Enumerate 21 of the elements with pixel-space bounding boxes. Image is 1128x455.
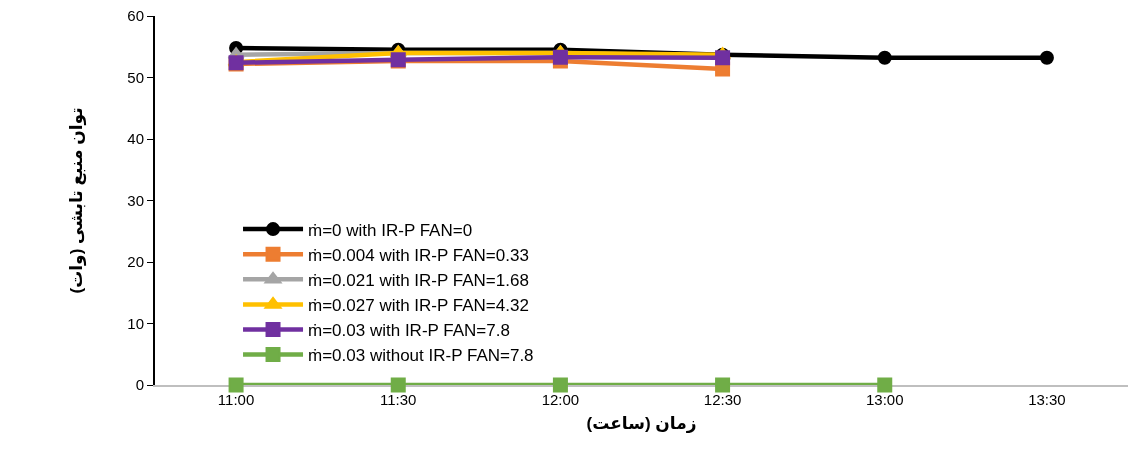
x-tick-label: 12:30 <box>703 390 742 408</box>
x-tick-label: 13:30 <box>1028 390 1066 408</box>
y-tick-label: 10 <box>127 314 144 332</box>
x-tick-label: 11:00 <box>217 390 255 408</box>
x-tick-label: 11:30 <box>380 390 417 408</box>
legend-label: ṁ=0.004 with IR-P FAN=0.33 <box>308 245 529 265</box>
y-tick-label: 20 <box>127 253 144 271</box>
y-tick-label: 60 <box>127 7 144 25</box>
y-tick-label: 0 <box>135 376 144 394</box>
y-tick-label: 30 <box>127 191 144 209</box>
legend-label: ṁ=0.027 with IR-P FAN=4.32 <box>308 296 529 316</box>
y-tick-label: 40 <box>127 130 144 148</box>
y-tick-label: 50 <box>127 68 144 86</box>
x-tick-label: 13:00 <box>865 390 904 408</box>
x-tick-label: 12:00 <box>541 390 580 408</box>
x-axis-title: زمان (ساعت) <box>586 413 697 433</box>
legend-label: ṁ=0.03 with IR-P FAN=7.8 <box>308 321 510 341</box>
legend-label: ṁ=0 with IR-P FAN=0 <box>308 220 473 240</box>
legend-label: ṁ=0.021 with IR-P FAN=1.68 <box>308 270 529 290</box>
legend-label: ṁ=0.03 without IR-P FAN=7.8 <box>308 346 534 366</box>
y-axis-title: توان منبع تابشی (وات) <box>67 107 88 294</box>
